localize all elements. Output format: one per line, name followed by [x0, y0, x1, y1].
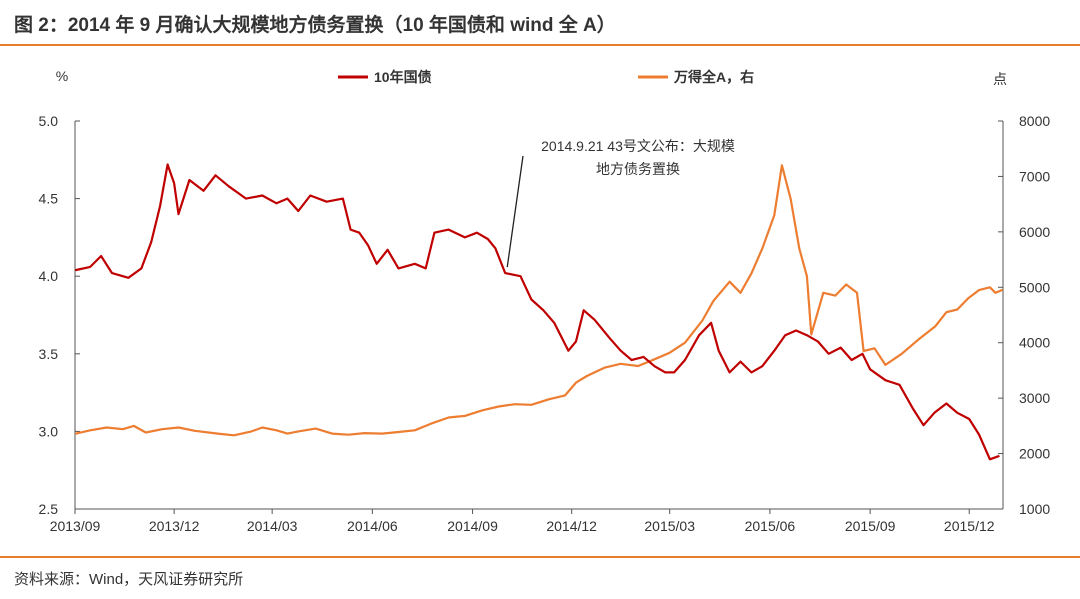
x-tick-label: 2015/03	[644, 518, 695, 534]
line-chart: 5.0 4.5 4.0 3.5 3.0 2.5 8000 7000 6000 5000 4000 30…	[39, 68, 1051, 534]
legend: 10年国债 万得全A，右	[338, 69, 754, 85]
top-rule	[0, 44, 1080, 46]
right-tick-label: 3000	[1019, 390, 1050, 406]
x-tick-label: 2014/09	[447, 518, 498, 534]
right-tick-label: 4000	[1019, 335, 1050, 351]
left-tick-label: 4.0	[39, 268, 59, 284]
x-tick-label: 2014/12	[546, 518, 597, 534]
x-tick-label: 2015/12	[944, 518, 995, 534]
series-line-wind-all-a	[75, 164, 1003, 437]
legend-label: 万得全A，右	[673, 69, 754, 85]
x-tick-label: 2015/09	[845, 518, 896, 534]
bottom-rule	[0, 556, 1080, 558]
annotation-leader-line	[506, 155, 524, 268]
annotation: 2014.9.21 43号文公布：大规模地方债务置换	[506, 138, 735, 268]
x-tick-label: 2014/06	[347, 518, 398, 534]
x-tick-label: 2013/09	[50, 518, 101, 534]
annotation-text: 2014.9.21 43号文公布：大规模	[541, 138, 735, 154]
figure-title: 图 2：2014 年 9 月确认大规模地方债务置换（10 年国债和 wind 全…	[14, 15, 616, 36]
right-tick-label: 2000	[1019, 446, 1050, 462]
legend-label: 10年国债	[374, 69, 432, 85]
right-tick-label: 1000	[1019, 501, 1050, 517]
source-note: 资料来源：Wind，天风证券研究所	[14, 571, 244, 588]
annotation-text: 地方债务置换	[596, 161, 680, 177]
x-tick-label: 2014/03	[247, 518, 298, 534]
right-tick-label: 8000	[1019, 113, 1050, 129]
right-tick-label: 7000	[1019, 168, 1050, 184]
x-tick-label: 2015/06	[745, 518, 796, 534]
axes: 5.0 4.5 4.0 3.5 3.0 2.5 8000 7000 6000 5000 4000 30…	[39, 68, 1051, 534]
right-tick-label: 5000	[1019, 279, 1050, 295]
right-axis-unit: 点	[993, 71, 1007, 87]
left-tick-label: 3.0	[39, 423, 59, 439]
series-lines	[75, 163, 1003, 461]
right-tick-label: 6000	[1019, 224, 1050, 240]
series-line-10y-bond	[75, 163, 1000, 461]
left-tick-label: 2.5	[39, 501, 59, 517]
left-tick-label: 5.0	[39, 113, 59, 129]
left-tick-label: 3.5	[39, 346, 59, 362]
left-tick-label: 4.5	[39, 191, 59, 207]
x-tick-label: 2013/12	[149, 518, 200, 534]
left-axis-unit: %	[56, 68, 68, 84]
